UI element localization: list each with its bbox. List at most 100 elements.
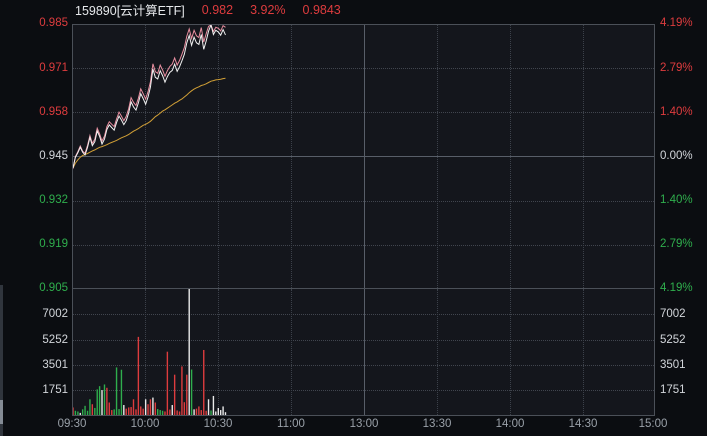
volume-bar [217, 407, 219, 415]
volume-bar [98, 386, 101, 415]
volume-bar [193, 409, 195, 415]
gridline-v-vol-midday [364, 289, 365, 415]
pct-tick-up279: 2.79% [660, 62, 693, 74]
volume-bar [212, 395, 215, 415]
time-tick-1030: 10:30 [203, 418, 233, 430]
time-tick-1100: 11:00 [277, 418, 305, 430]
volume-bar [222, 406, 224, 415]
volume-bar [173, 374, 176, 415]
volume-bar [81, 409, 84, 415]
gridline-h-vol-2 [73, 340, 654, 341]
volume-bar [111, 410, 113, 415]
gridline-v-vol-1030 [218, 289, 219, 415]
volume-bar [77, 411, 79, 415]
volume-bar [147, 404, 149, 415]
volume-bar [207, 399, 210, 415]
gridline-h-vol-4 [73, 390, 654, 391]
volume-bar [132, 399, 135, 415]
volume-bar [106, 387, 108, 415]
vol-tick-right-7002: 7002 [660, 308, 686, 320]
volume-bar [149, 399, 152, 415]
volume-bar [171, 405, 173, 415]
gridline-h-price-4 [73, 201, 654, 202]
left-scrollbar-thumb[interactable] [0, 400, 3, 424]
volume-bar [152, 397, 154, 415]
gridline-v-1330 [437, 25, 438, 288]
volume-pane[interactable] [72, 289, 655, 416]
gridline-v-vol-1400 [510, 289, 511, 415]
volume-bar [224, 412, 227, 415]
volume-bar [137, 336, 140, 415]
gridline-v-1100 [291, 25, 292, 288]
last-price: 0.982 [201, 2, 234, 17]
gridline-v-1430 [583, 25, 584, 288]
volume-bars-canvas [73, 289, 227, 415]
price-tick-0971: 0.971 [39, 62, 68, 74]
time-tick-1300: 13:00 [349, 418, 379, 430]
volume-bar [205, 410, 207, 415]
volume-bar [115, 367, 118, 415]
time-tick-1330: 13:30 [422, 418, 452, 430]
volume-bar [159, 410, 161, 415]
vol-tick-right-1751: 1751 [660, 384, 686, 396]
volume-bar [219, 410, 222, 415]
gridline-v-vol-1330 [437, 289, 438, 415]
price-tick-0958: 0.958 [39, 106, 68, 118]
volume-bar [140, 406, 142, 415]
gridline-v-1400 [510, 25, 511, 288]
volume-bar [166, 351, 169, 415]
volume-bar [200, 410, 202, 415]
volume-bar [103, 384, 106, 415]
volume-bar [73, 407, 74, 415]
pct-tick-up419: 4.19% [660, 17, 693, 29]
volume-bar [198, 406, 200, 415]
volume-bar [79, 412, 81, 415]
volume-bar [169, 409, 171, 415]
volume-bar [123, 405, 125, 415]
vol-tick-left-3501: 3501 [42, 359, 68, 371]
gridline-v-vol-1430 [583, 289, 584, 415]
volume-bar [118, 409, 120, 415]
volume-bar [188, 289, 190, 415]
change-percent: 3.92% [250, 2, 286, 17]
volume-bar [183, 402, 186, 415]
gridline-h-vol-3 [73, 365, 654, 366]
gridline-v-midday [364, 25, 365, 288]
price-tick-0905: 0.905 [39, 282, 68, 294]
vol-tick-left-7002: 7002 [42, 308, 68, 320]
gridline-h-vol-1 [73, 314, 654, 315]
volume-bar [142, 408, 144, 415]
price-line [73, 25, 226, 169]
volume-bar [101, 390, 103, 415]
instrument-code-name: 159890[云计算ETF] [75, 4, 185, 18]
volume-bar [89, 399, 91, 415]
vol-tick-right-5252: 5252 [660, 334, 686, 346]
gridline-prev-close [73, 156, 654, 157]
volume-bar [91, 404, 94, 415]
volume-bar [108, 402, 110, 415]
volume-bar [130, 407, 132, 415]
volume-bar [120, 369, 123, 415]
volume-bar [190, 369, 193, 415]
volume-bar [195, 408, 198, 415]
volume-bar [186, 374, 188, 415]
volume-bar [157, 409, 159, 415]
volume-bar [178, 411, 181, 415]
price-tick-0919: 0.919 [39, 238, 68, 250]
left-scrollbar-track[interactable] [0, 285, 3, 436]
volume-bar [84, 405, 86, 415]
pct-tick-dn279: 2.79% [660, 238, 693, 250]
gridline-v-1000 [145, 25, 146, 288]
price-pane[interactable] [72, 24, 655, 289]
volume-bar [128, 407, 130, 415]
iopv-value: 0.9843 [302, 2, 341, 17]
header: 159890[云计算ETF] 0.982 3.92% 0.9843 [75, 1, 341, 19]
volume-bar [135, 409, 137, 415]
vol-tick-left-1751: 1751 [42, 384, 68, 396]
pct-tick-dn419: 4.19% [660, 282, 693, 294]
volume-bar [215, 411, 217, 415]
price-lines-canvas [73, 25, 226, 169]
volume-bar [181, 366, 183, 415]
vol-tick-right-3501: 3501 [660, 359, 686, 371]
volume-bar [161, 410, 164, 415]
